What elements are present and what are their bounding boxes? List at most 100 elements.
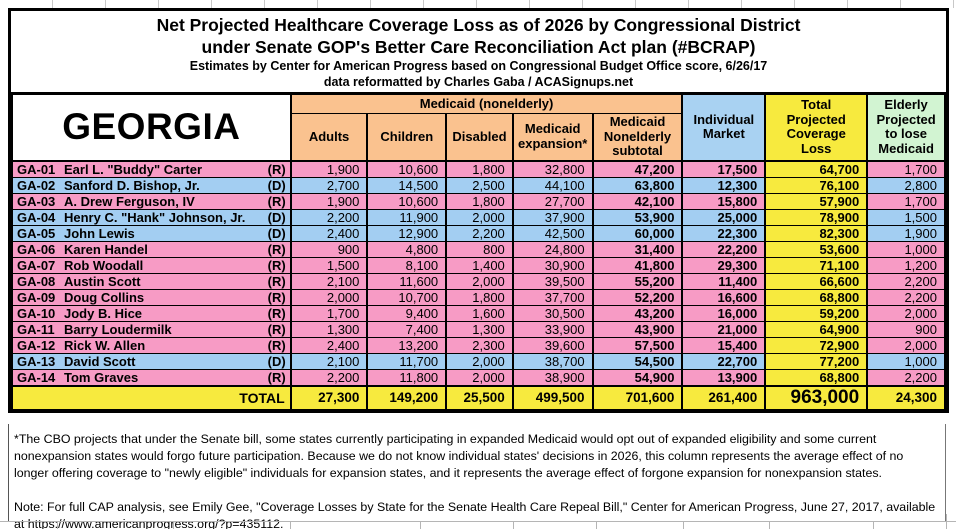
cell-children[interactable]: 11,800 xyxy=(366,368,448,386)
total-disabled-cell[interactable]: 25,500 xyxy=(445,384,514,410)
district-cell[interactable]: GA-01 Earl L. "Buddy" Carter (R) xyxy=(11,159,292,178)
cell-individual[interactable]: 15,400 xyxy=(681,336,767,354)
cell-subtotal[interactable]: 60,000 xyxy=(591,224,684,242)
district-cell[interactable]: GA-09 Doug Collins (R) xyxy=(11,288,292,306)
cell-subtotal[interactable]: 31,400 xyxy=(591,240,684,258)
total-coverage-loss-cell[interactable]: 963,000 xyxy=(764,384,869,410)
cell-total-loss[interactable]: 59,200 xyxy=(764,304,869,322)
cell-total-loss[interactable]: 53,600 xyxy=(764,240,869,258)
cell-subtotal[interactable]: 47,200 xyxy=(591,159,684,178)
cell-expansion[interactable]: 37,900 xyxy=(511,208,594,226)
cell-expansion[interactable]: 42,500 xyxy=(511,224,594,242)
cell-disabled[interactable]: 2,300 xyxy=(445,336,514,354)
cell-children[interactable]: 14,500 xyxy=(366,176,448,194)
cell-total-loss[interactable]: 77,200 xyxy=(764,352,869,370)
cell-children[interactable]: 8,100 xyxy=(366,256,448,274)
cell-expansion[interactable]: 24,800 xyxy=(511,240,594,258)
cell-individual[interactable]: 25,000 xyxy=(681,208,767,226)
cell-individual[interactable]: 15,800 xyxy=(681,192,767,210)
cell-adults[interactable]: 2,700 xyxy=(289,176,369,194)
cell-elderly[interactable]: 1,200 xyxy=(866,256,946,274)
district-cell[interactable]: GA-07 Rob Woodall (R) xyxy=(11,256,292,274)
cell-disabled[interactable]: 2,000 xyxy=(445,208,514,226)
cell-elderly[interactable]: 2,200 xyxy=(866,272,946,290)
cell-disabled[interactable]: 1,800 xyxy=(445,192,514,210)
cell-elderly[interactable]: 1,000 xyxy=(866,240,946,258)
cell-individual[interactable]: 22,700 xyxy=(681,352,767,370)
cell-total-loss[interactable]: 57,900 xyxy=(764,192,869,210)
cell-subtotal[interactable]: 63,800 xyxy=(591,176,684,194)
cell-expansion[interactable]: 27,700 xyxy=(511,192,594,210)
cell-children[interactable]: 7,400 xyxy=(366,320,448,338)
cell-adults[interactable]: 900 xyxy=(289,240,369,258)
total-expansion-cell[interactable]: 499,500 xyxy=(511,384,594,410)
district-cell[interactable]: GA-14 Tom Graves (R) xyxy=(11,368,292,386)
cell-subtotal[interactable]: 57,500 xyxy=(591,336,684,354)
cell-individual[interactable]: 22,300 xyxy=(681,224,767,242)
cell-disabled[interactable]: 2,500 xyxy=(445,176,514,194)
cell-subtotal[interactable]: 42,100 xyxy=(591,192,684,210)
cell-subtotal[interactable]: 52,200 xyxy=(591,288,684,306)
cell-elderly[interactable]: 900 xyxy=(866,320,946,338)
cell-individual[interactable]: 29,300 xyxy=(681,256,767,274)
cell-children[interactable]: 11,700 xyxy=(366,352,448,370)
cell-children[interactable]: 11,900 xyxy=(366,208,448,226)
cell-individual[interactable]: 22,200 xyxy=(681,240,767,258)
cell-children[interactable]: 4,800 xyxy=(366,240,448,258)
cell-total-loss[interactable]: 82,300 xyxy=(764,224,869,242)
district-cell[interactable]: GA-13 David Scott (D) xyxy=(11,352,292,370)
cell-disabled[interactable]: 2,200 xyxy=(445,224,514,242)
cell-elderly[interactable]: 2,000 xyxy=(866,304,946,322)
cell-total-loss[interactable]: 64,900 xyxy=(764,320,869,338)
cell-adults[interactable]: 1,500 xyxy=(289,256,369,274)
cell-subtotal[interactable]: 43,200 xyxy=(591,304,684,322)
district-cell[interactable]: GA-12 Rick W. Allen (R) xyxy=(11,336,292,354)
district-cell[interactable]: GA-02 Sanford D. Bishop, Jr. (D) xyxy=(11,176,292,194)
total-subtotal-cell[interactable]: 701,600 xyxy=(591,384,684,410)
cell-adults[interactable]: 1,900 xyxy=(289,192,369,210)
cell-children[interactable]: 10,700 xyxy=(366,288,448,306)
cell-children[interactable]: 11,600 xyxy=(366,272,448,290)
cell-expansion[interactable]: 37,700 xyxy=(511,288,594,306)
cell-adults[interactable]: 2,400 xyxy=(289,224,369,242)
cell-subtotal[interactable]: 54,900 xyxy=(591,368,684,386)
district-cell[interactable]: GA-05 John Lewis (D) xyxy=(11,224,292,242)
cell-individual[interactable]: 12,300 xyxy=(681,176,767,194)
cell-adults[interactable]: 2,200 xyxy=(289,368,369,386)
cell-subtotal[interactable]: 55,200 xyxy=(591,272,684,290)
cell-individual[interactable]: 17,500 xyxy=(681,159,767,178)
cell-adults[interactable]: 1,300 xyxy=(289,320,369,338)
cell-children[interactable]: 10,600 xyxy=(366,192,448,210)
cell-expansion[interactable]: 44,100 xyxy=(511,176,594,194)
district-cell[interactable]: GA-11 Barry Loudermilk (R) xyxy=(11,320,292,338)
cell-individual[interactable]: 21,000 xyxy=(681,320,767,338)
cell-children[interactable]: 12,900 xyxy=(366,224,448,242)
cell-disabled[interactable]: 1,400 xyxy=(445,256,514,274)
district-cell[interactable]: GA-08 Austin Scott (R) xyxy=(11,272,292,290)
cell-adults[interactable]: 1,700 xyxy=(289,304,369,322)
cell-adults[interactable]: 1,900 xyxy=(289,159,369,178)
cell-subtotal[interactable]: 54,500 xyxy=(591,352,684,370)
cell-elderly[interactable]: 2,800 xyxy=(866,176,946,194)
cell-total-loss[interactable]: 72,900 xyxy=(764,336,869,354)
cell-elderly[interactable]: 1,700 xyxy=(866,159,946,178)
cell-elderly[interactable]: 1,000 xyxy=(866,352,946,370)
cell-disabled[interactable]: 1,600 xyxy=(445,304,514,322)
cell-disabled[interactable]: 800 xyxy=(445,240,514,258)
cell-total-loss[interactable]: 68,800 xyxy=(764,288,869,306)
cell-disabled[interactable]: 2,000 xyxy=(445,368,514,386)
cell-disabled[interactable]: 1,800 xyxy=(445,159,514,178)
cell-individual[interactable]: 16,600 xyxy=(681,288,767,306)
district-cell[interactable]: GA-03 A. Drew Ferguson, IV (R) xyxy=(11,192,292,210)
total-elderly-cell[interactable]: 24,300 xyxy=(866,384,946,410)
cell-adults[interactable]: 2,000 xyxy=(289,288,369,306)
cell-subtotal[interactable]: 43,900 xyxy=(591,320,684,338)
cell-disabled[interactable]: 1,300 xyxy=(445,320,514,338)
cell-individual[interactable]: 16,000 xyxy=(681,304,767,322)
cell-elderly[interactable]: 2,200 xyxy=(866,368,946,386)
cell-subtotal[interactable]: 41,800 xyxy=(591,256,684,274)
cell-adults[interactable]: 2,400 xyxy=(289,336,369,354)
cell-adults[interactable]: 2,100 xyxy=(289,272,369,290)
cell-children[interactable]: 9,400 xyxy=(366,304,448,322)
cell-elderly[interactable]: 1,500 xyxy=(866,208,946,226)
